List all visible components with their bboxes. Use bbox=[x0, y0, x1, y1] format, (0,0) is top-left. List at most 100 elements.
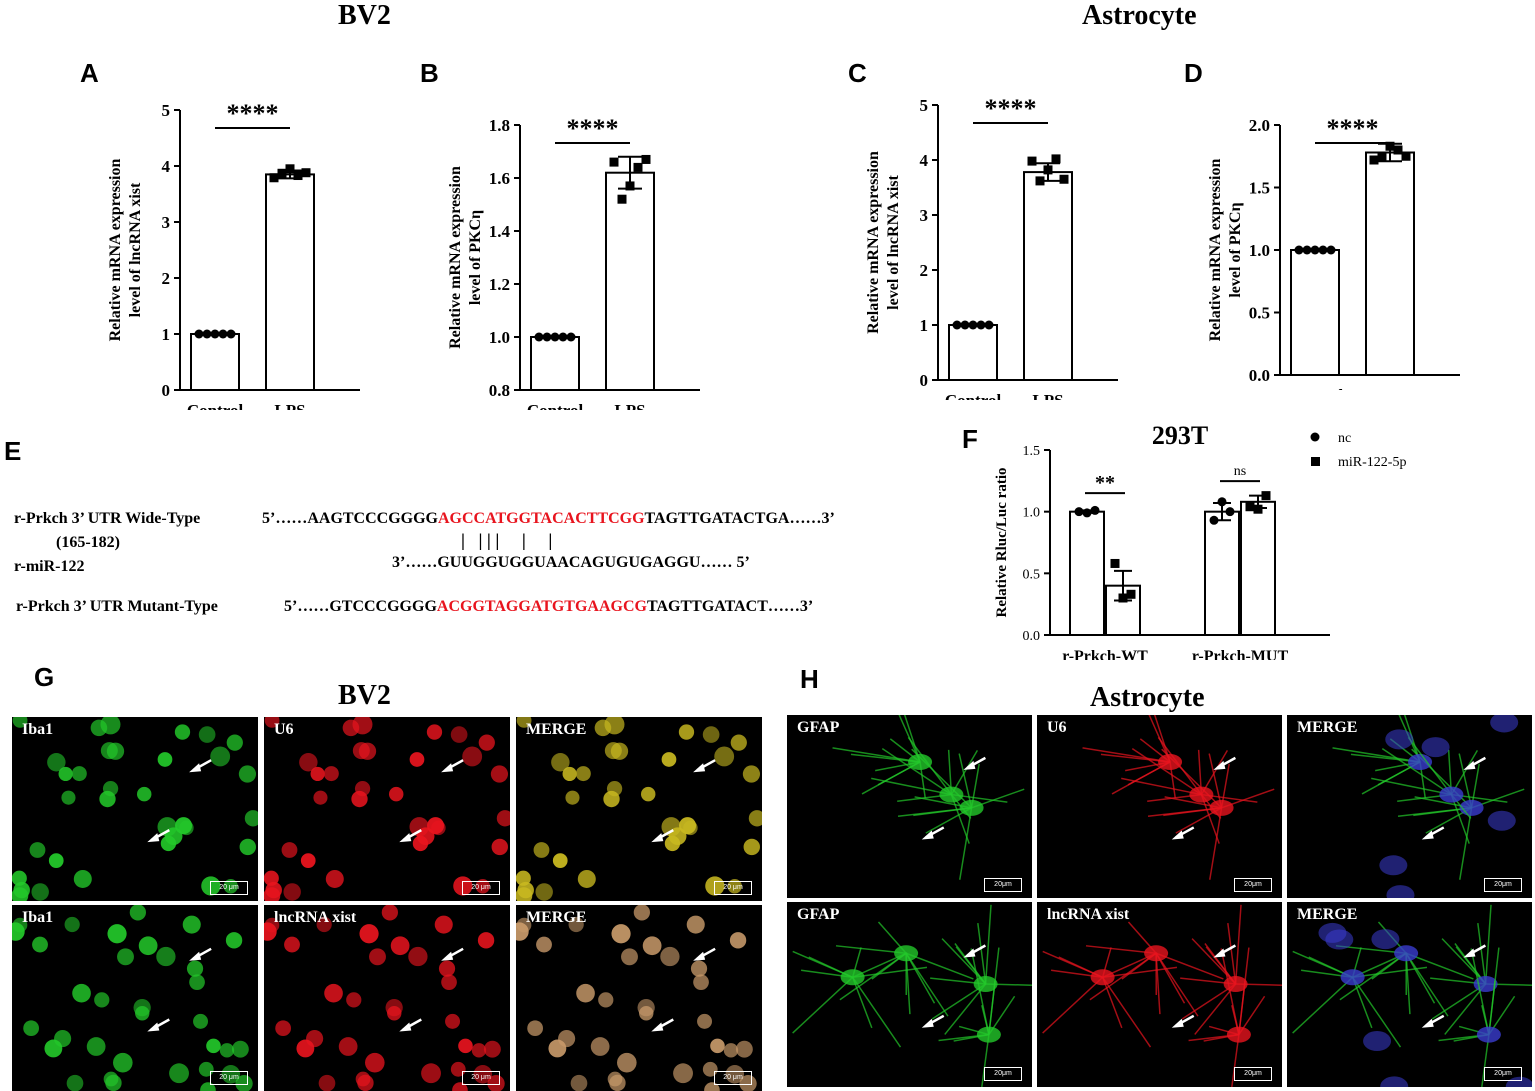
cell bbox=[450, 1061, 466, 1077]
x-tick-label: r-Prkch-WT bbox=[1062, 648, 1148, 660]
cell-body bbox=[976, 1026, 1001, 1043]
data-point bbox=[609, 157, 619, 167]
cell-process bbox=[1191, 938, 1237, 985]
y-tick-label: 3 bbox=[920, 206, 929, 225]
cell bbox=[12, 917, 28, 933]
cell bbox=[633, 905, 650, 921]
cell-process bbox=[970, 948, 990, 1035]
cell bbox=[225, 932, 243, 949]
micrograph-image bbox=[1042, 904, 1282, 1087]
scale-bar: 20μm bbox=[1484, 878, 1522, 892]
cell bbox=[462, 746, 483, 767]
cell-process bbox=[1231, 1034, 1240, 1087]
cell-process bbox=[1155, 952, 1199, 1017]
mir-sequence: 3’……GUUGGUGGUAACAGUGUGAGGU…… 5’ bbox=[392, 554, 750, 571]
arrow-head bbox=[441, 951, 454, 961]
cell bbox=[157, 752, 173, 767]
y-tick-label: 3 bbox=[162, 213, 171, 232]
cell bbox=[621, 948, 638, 966]
micrograph-label: lncRNA xist bbox=[274, 909, 357, 926]
micrograph-label: lncRNA xist bbox=[1047, 906, 1130, 923]
cell-body bbox=[1394, 945, 1419, 962]
y-tick-label: 2 bbox=[920, 261, 929, 280]
data-point bbox=[210, 329, 220, 339]
y-tick-label: 4 bbox=[162, 157, 171, 176]
cell bbox=[264, 717, 280, 728]
cell bbox=[690, 960, 708, 977]
y-tick-label: 1 bbox=[920, 316, 929, 335]
y-tick-label: 2.0 bbox=[1249, 116, 1270, 135]
cell bbox=[138, 936, 158, 956]
arrow-head bbox=[693, 951, 706, 961]
cell bbox=[281, 842, 298, 858]
y-tick-label: 1.8 bbox=[489, 116, 510, 135]
data-point bbox=[218, 329, 228, 339]
cell bbox=[103, 1071, 119, 1087]
legend-marker-mir bbox=[1311, 457, 1320, 466]
cell bbox=[693, 974, 709, 991]
mut-label: r-Prkch 3’ UTR Mutant-Type bbox=[16, 598, 218, 615]
y-tick-label: 0.5 bbox=[1249, 304, 1270, 323]
cell-process bbox=[905, 952, 949, 1017]
nucleus bbox=[1505, 1076, 1532, 1087]
y-axis-label-line: level of PKCη bbox=[1227, 202, 1244, 297]
cell bbox=[355, 1071, 371, 1087]
cell bbox=[346, 992, 362, 1008]
y-tick-label: 4 bbox=[920, 151, 929, 170]
cell bbox=[316, 916, 332, 933]
cell bbox=[714, 746, 735, 767]
cell bbox=[325, 869, 344, 888]
micrograph-label: GFAP bbox=[797, 719, 840, 736]
cell bbox=[189, 974, 205, 991]
cell bbox=[369, 948, 386, 966]
arrow-head bbox=[1463, 948, 1476, 958]
cell bbox=[239, 838, 256, 856]
cell-body bbox=[959, 799, 984, 816]
data-point bbox=[1326, 245, 1336, 255]
y-axis-label: Relative mRNA expression level of lncRNA … bbox=[107, 159, 144, 342]
cell bbox=[102, 780, 119, 797]
bar-nc bbox=[1069, 510, 1105, 636]
y-tick-label: 1.0 bbox=[1023, 506, 1041, 521]
cell bbox=[617, 1052, 637, 1073]
cell-process bbox=[1407, 736, 1452, 796]
cell bbox=[577, 869, 596, 888]
base-pair-lines: | | | | | | bbox=[461, 530, 553, 550]
data-point bbox=[301, 168, 311, 178]
y-tick-label: 0 bbox=[162, 381, 171, 400]
cell-body bbox=[1476, 1026, 1501, 1043]
nucleus bbox=[1386, 885, 1415, 898]
cell bbox=[223, 879, 238, 894]
cell bbox=[640, 786, 656, 802]
x-tick-label: Control bbox=[187, 401, 244, 410]
data-point bbox=[1043, 165, 1053, 175]
data-point bbox=[550, 332, 560, 342]
cell bbox=[206, 1038, 221, 1054]
cell bbox=[478, 734, 495, 751]
y-tick-label: 2 bbox=[162, 269, 171, 288]
scale-bar: 20μm bbox=[984, 878, 1022, 892]
data-point bbox=[1310, 245, 1320, 255]
micrograph-label: GFAP bbox=[797, 906, 840, 923]
data-point bbox=[1090, 505, 1100, 515]
cell bbox=[323, 766, 339, 782]
cell-body bbox=[939, 786, 964, 803]
nucleus bbox=[1421, 737, 1450, 758]
cell bbox=[300, 853, 316, 868]
panel-label-g: G bbox=[34, 662, 55, 692]
cell bbox=[445, 1013, 461, 1029]
cell-body bbox=[908, 753, 933, 770]
micrograph-g-r1c2: U6 20 μm bbox=[264, 717, 510, 901]
cell-process bbox=[852, 976, 902, 1048]
data-point bbox=[1377, 153, 1387, 162]
cell-process bbox=[1157, 736, 1202, 796]
cell-body bbox=[1144, 945, 1169, 962]
cell bbox=[576, 983, 595, 1003]
cell-process bbox=[1405, 952, 1474, 980]
chart-c: 0 1 2 3 4 5 Relative mRNA expression level of l… bbox=[865, 94, 1118, 400]
cell bbox=[231, 1040, 249, 1058]
cell-body bbox=[894, 945, 919, 962]
arrow-head bbox=[921, 830, 934, 840]
cell bbox=[471, 1043, 487, 1058]
wt-suffix: TAGTTGATACTGA……3’ bbox=[644, 510, 835, 527]
